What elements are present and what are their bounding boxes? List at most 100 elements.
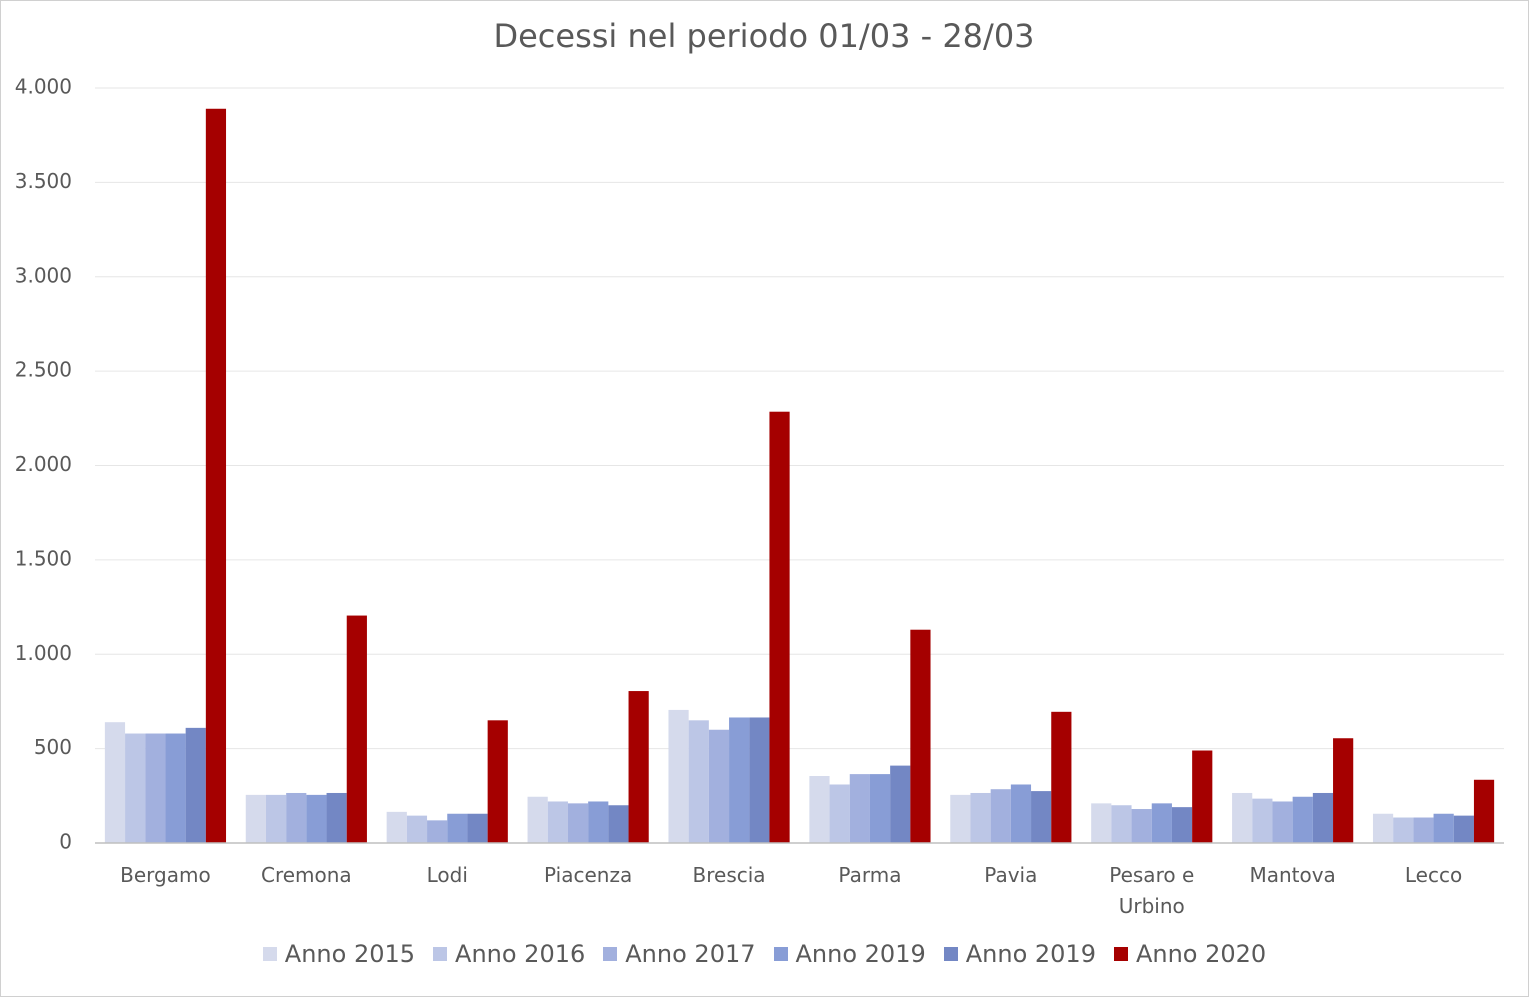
bar	[890, 765, 911, 843]
bar	[688, 720, 709, 843]
bar	[1010, 784, 1032, 843]
bar	[1372, 813, 1394, 843]
y-tick-label: 3.000	[15, 263, 72, 287]
y-tick-label: 4.000	[15, 75, 72, 99]
bar	[265, 794, 287, 843]
bar	[547, 801, 568, 843]
legend-item: Anno 2017	[603, 940, 756, 968]
chart-title: Decessi nel periodo 01/03 - 28/03	[493, 17, 1034, 55]
bar	[286, 792, 307, 843]
bar	[165, 733, 186, 843]
legend-label: Anno 2019	[795, 940, 926, 968]
legend-item: Anno 2019	[773, 940, 926, 968]
y-tick-label: 2.500	[15, 358, 72, 382]
bar	[608, 805, 629, 843]
legend-item: Anno 2016	[433, 940, 585, 968]
bar	[145, 733, 166, 843]
bar	[326, 792, 347, 843]
bar	[205, 108, 227, 843]
x-tick-label: Pavia	[984, 863, 1038, 887]
bar	[1091, 803, 1112, 843]
legend-swatch	[1113, 947, 1128, 961]
bar	[1232, 792, 1253, 843]
x-tick-label: Brescia	[692, 863, 766, 887]
bar	[1031, 791, 1052, 843]
x-tick-label: Lodi	[426, 863, 468, 887]
bar	[749, 717, 770, 843]
bar	[729, 717, 750, 843]
bar	[1413, 817, 1434, 843]
bar	[487, 720, 508, 843]
y-tick-label: 500	[34, 735, 72, 759]
legend-swatch	[262, 947, 277, 961]
bar	[950, 794, 971, 843]
bar	[406, 815, 428, 843]
bar	[910, 629, 931, 843]
bar	[1111, 805, 1132, 843]
x-tick-label: Mantova	[1249, 863, 1336, 887]
bar	[809, 775, 830, 843]
bar	[869, 774, 891, 843]
legend-item: Anno 2020	[1113, 940, 1267, 968]
bar	[447, 813, 468, 843]
bar	[1171, 807, 1193, 843]
bar	[990, 789, 1011, 843]
bar	[1433, 813, 1454, 843]
bar	[567, 803, 589, 843]
bar	[1453, 815, 1474, 843]
bar	[386, 811, 407, 843]
y-tick-label: 3.500	[15, 169, 72, 193]
legend-label: Anno 2016	[455, 940, 586, 968]
bar	[245, 794, 266, 843]
bar	[1473, 779, 1495, 843]
bar	[185, 727, 206, 843]
y-tick-label: 1.500	[15, 546, 72, 570]
x-tick-label: Piacenza	[544, 863, 633, 887]
legend-label: Anno 2020	[1135, 940, 1267, 968]
y-tick-label: 0	[59, 830, 72, 854]
legend-swatch	[603, 947, 618, 961]
bar	[769, 411, 790, 843]
bar	[125, 733, 146, 843]
bar	[467, 813, 488, 843]
bar	[346, 615, 367, 843]
legend-label: Anno 2017	[625, 940, 756, 968]
y-tick-label: 1.000	[15, 641, 72, 665]
bar	[1393, 817, 1414, 843]
bar	[1292, 796, 1313, 843]
bar	[708, 729, 730, 843]
bar	[527, 796, 548, 843]
x-tick-label: Parma	[838, 863, 902, 887]
bar	[970, 792, 991, 843]
legend-label: Anno 2015	[284, 940, 416, 968]
legend-label: Anno 2019	[965, 940, 1096, 968]
legend-swatch	[943, 947, 958, 961]
x-tick-label: Cremona	[260, 863, 352, 887]
bar	[306, 794, 327, 843]
legend-swatch	[773, 947, 788, 961]
bar	[1151, 803, 1172, 843]
bar	[1272, 801, 1293, 843]
legend-item: Anno 2019	[943, 940, 1096, 968]
legend-item: Anno 2015	[262, 940, 416, 968]
bar	[1252, 798, 1273, 843]
bar	[1333, 738, 1354, 843]
x-tick-label: Pesaro e Urbino	[1109, 863, 1195, 918]
bar	[829, 784, 850, 843]
bar	[849, 774, 870, 843]
legend: Anno 2015 Anno 2016 Anno 2017 Anno 2019 Anno…	[0, 940, 1529, 968]
x-tick-label: Lecco	[1404, 863, 1463, 887]
x-tick-label: Bergamo	[120, 863, 211, 887]
bar	[427, 820, 448, 843]
y-tick-label: 2.000	[15, 452, 72, 476]
bar	[1192, 750, 1213, 843]
bar	[1051, 711, 1072, 843]
bar	[1131, 809, 1152, 843]
legend-swatch	[433, 947, 448, 961]
bar	[628, 691, 649, 843]
bar	[588, 801, 609, 843]
bar	[104, 722, 126, 843]
bar	[1312, 792, 1334, 843]
